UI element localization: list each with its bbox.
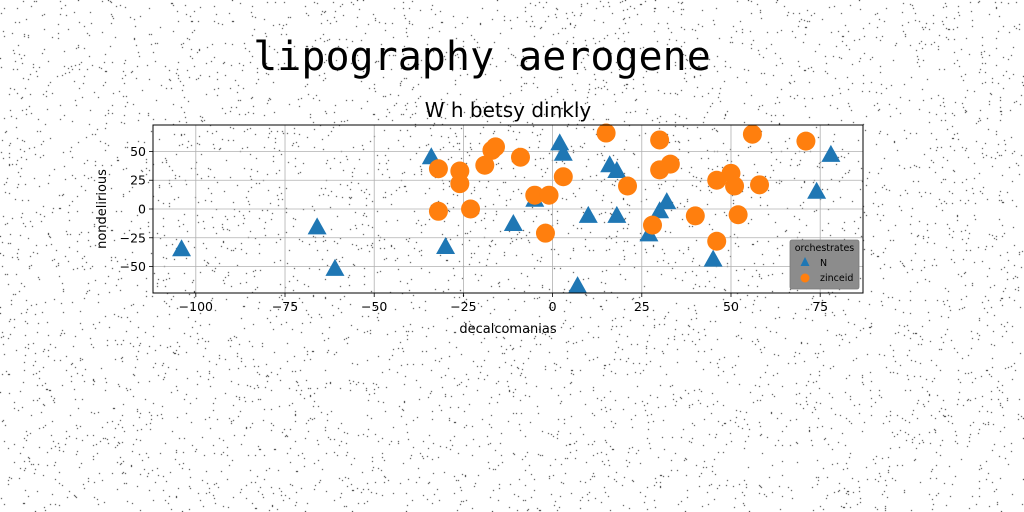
data-point-series-2 — [725, 176, 745, 196]
data-point-series-2 — [742, 124, 762, 144]
data-point-series-2 — [642, 215, 662, 235]
data-point-series-2 — [510, 147, 530, 167]
data-point-series-2 — [486, 137, 506, 157]
data-point-series-1 — [307, 217, 327, 235]
data-point-series-1 — [503, 213, 523, 231]
x-tick-label: −50 — [361, 299, 387, 314]
x-tick-label: −100 — [179, 299, 213, 314]
x-tick-label: 0 — [549, 299, 557, 314]
y-tick-label: −25 — [120, 230, 146, 245]
legend-title: orchestrates — [795, 243, 855, 254]
legend-marker-circle — [800, 273, 810, 283]
x-axis-ticks: −100 −75 −50 −25 0 25 50 75 — [179, 293, 828, 314]
grid — [153, 125, 863, 293]
x-tick-label: 50 — [723, 299, 739, 314]
data-point-series-2 — [650, 130, 670, 150]
data-point-series-2 — [707, 170, 727, 190]
data-point-series-2 — [461, 199, 481, 219]
data-point-series-2 — [539, 185, 559, 205]
data-point-series-2 — [450, 174, 470, 194]
data-point-series-2 — [707, 231, 727, 251]
data-point-series-2 — [660, 154, 680, 174]
data-point-series-1 — [650, 201, 670, 219]
data-point-series-1 — [553, 143, 573, 161]
x-tick-label: 75 — [812, 299, 828, 314]
y-axis-label: nondelirious — [95, 169, 110, 249]
data-point-series-2 — [428, 159, 448, 179]
data-point-series-2 — [475, 155, 495, 175]
data-point-series-1 — [550, 133, 570, 151]
data-point-series-1 — [578, 205, 598, 223]
data-point-series-2 — [618, 176, 638, 196]
x-tick-label: 25 — [634, 299, 650, 314]
data-point-series-2 — [535, 223, 555, 243]
figure-suptitle: lipography aerogene — [253, 34, 711, 80]
data-point-series-1 — [436, 236, 456, 254]
legend-marker-triangle — [800, 257, 810, 266]
data-point-series-1 — [821, 144, 841, 162]
data-point-series-2 — [750, 175, 770, 195]
data-point-series-2 — [596, 123, 616, 143]
y-tick-label: 25 — [130, 173, 146, 188]
data-point-series-2 — [553, 167, 573, 187]
data-point-series-1 — [325, 258, 345, 276]
legend-label-series-1: N — [820, 258, 827, 269]
data-point-series-1 — [568, 276, 588, 294]
x-axis-label: decalcomanias — [459, 322, 557, 337]
y-tick-label: −50 — [120, 259, 146, 274]
data-point-series-1 — [607, 161, 627, 179]
data-point-series-2 — [428, 201, 448, 221]
data-point-series-1 — [172, 239, 192, 257]
x-tick-label: −75 — [272, 299, 298, 314]
data-point-series-1 — [703, 249, 723, 267]
data-point-series-2 — [685, 206, 705, 226]
data-point-series-1 — [607, 205, 627, 223]
data-point-series-2 — [728, 205, 748, 225]
data-point-series-1 — [657, 192, 677, 210]
y-tick-label: 0 — [138, 202, 146, 217]
data-point-series-2 — [796, 131, 816, 151]
legend: orchestrates N zinceid — [789, 239, 860, 290]
data-point-series-2 — [525, 185, 545, 205]
legend-label-series-2: zinceid — [820, 273, 853, 284]
axes-title: W h betsy dinkly — [425, 98, 592, 122]
data-points — [172, 123, 841, 294]
x-tick-label: −25 — [450, 299, 476, 314]
data-point-series-1 — [807, 181, 827, 199]
y-tick-label: 50 — [130, 144, 146, 159]
y-axis-ticks: 50 25 0 −25 −50 — [120, 144, 153, 274]
